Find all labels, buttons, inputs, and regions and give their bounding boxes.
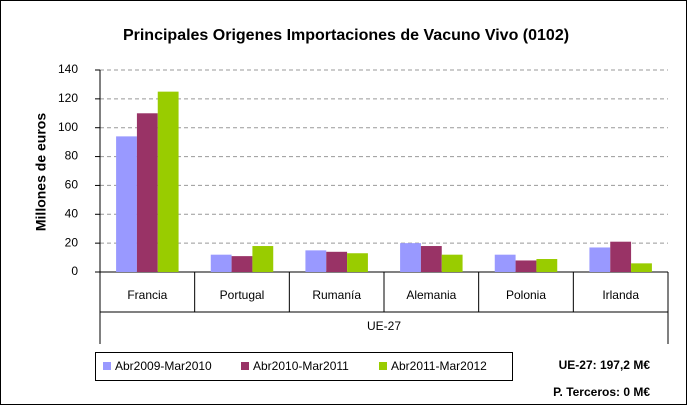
y-tick-label: 140 bbox=[58, 62, 78, 76]
legend-label: Abr2009-Mar2010 bbox=[115, 359, 212, 373]
bar bbox=[116, 136, 137, 272]
annotation: UE-27: 197,2 M€ bbox=[559, 358, 651, 372]
legend bbox=[95, 352, 513, 381]
bar bbox=[326, 251, 348, 272]
bar bbox=[231, 256, 253, 272]
legend-label: Abr2010-Mar2011 bbox=[253, 359, 349, 373]
y-tick-label: 80 bbox=[65, 149, 79, 163]
bar bbox=[610, 241, 632, 272]
bar bbox=[536, 259, 558, 272]
x-tick-label: Alemania bbox=[406, 288, 456, 302]
legend-label: Abr2011-Mar2012 bbox=[391, 359, 487, 373]
bar bbox=[631, 263, 652, 272]
legend-swatch bbox=[103, 362, 111, 370]
x-tick-label: Irlanda bbox=[602, 288, 639, 302]
x-tick-label: Portugal bbox=[220, 288, 265, 302]
bar bbox=[136, 113, 158, 273]
y-tick-label: 0 bbox=[71, 264, 78, 278]
bar bbox=[494, 254, 516, 272]
bar bbox=[400, 243, 421, 272]
legend-swatch bbox=[241, 362, 249, 370]
bar bbox=[210, 254, 232, 272]
bar bbox=[252, 246, 274, 272]
bar bbox=[157, 91, 179, 273]
chart-title: Principales Origenes Importaciones de Va… bbox=[123, 27, 569, 44]
legend-swatch bbox=[379, 362, 387, 370]
y-tick-label: 120 bbox=[58, 91, 78, 105]
x-tick-label: Francia bbox=[127, 288, 167, 302]
bar bbox=[515, 260, 537, 272]
y-tick-label: 40 bbox=[65, 206, 79, 220]
bar bbox=[441, 254, 463, 272]
y-axis-label: Millones de euros bbox=[33, 113, 49, 231]
y-tick-label: 20 bbox=[65, 235, 79, 249]
y-tick-label: 60 bbox=[65, 178, 79, 192]
bar bbox=[420, 246, 442, 272]
x-tick-label: Polonia bbox=[506, 288, 546, 302]
annotation: P. Terceros: 0 M€ bbox=[553, 385, 650, 399]
bar bbox=[305, 250, 327, 272]
bar bbox=[589, 247, 611, 272]
group-label: UE-27 bbox=[367, 319, 401, 333]
x-tick-label: Rumanía bbox=[312, 288, 361, 302]
bar bbox=[347, 253, 368, 272]
y-tick-label: 100 bbox=[58, 120, 78, 134]
